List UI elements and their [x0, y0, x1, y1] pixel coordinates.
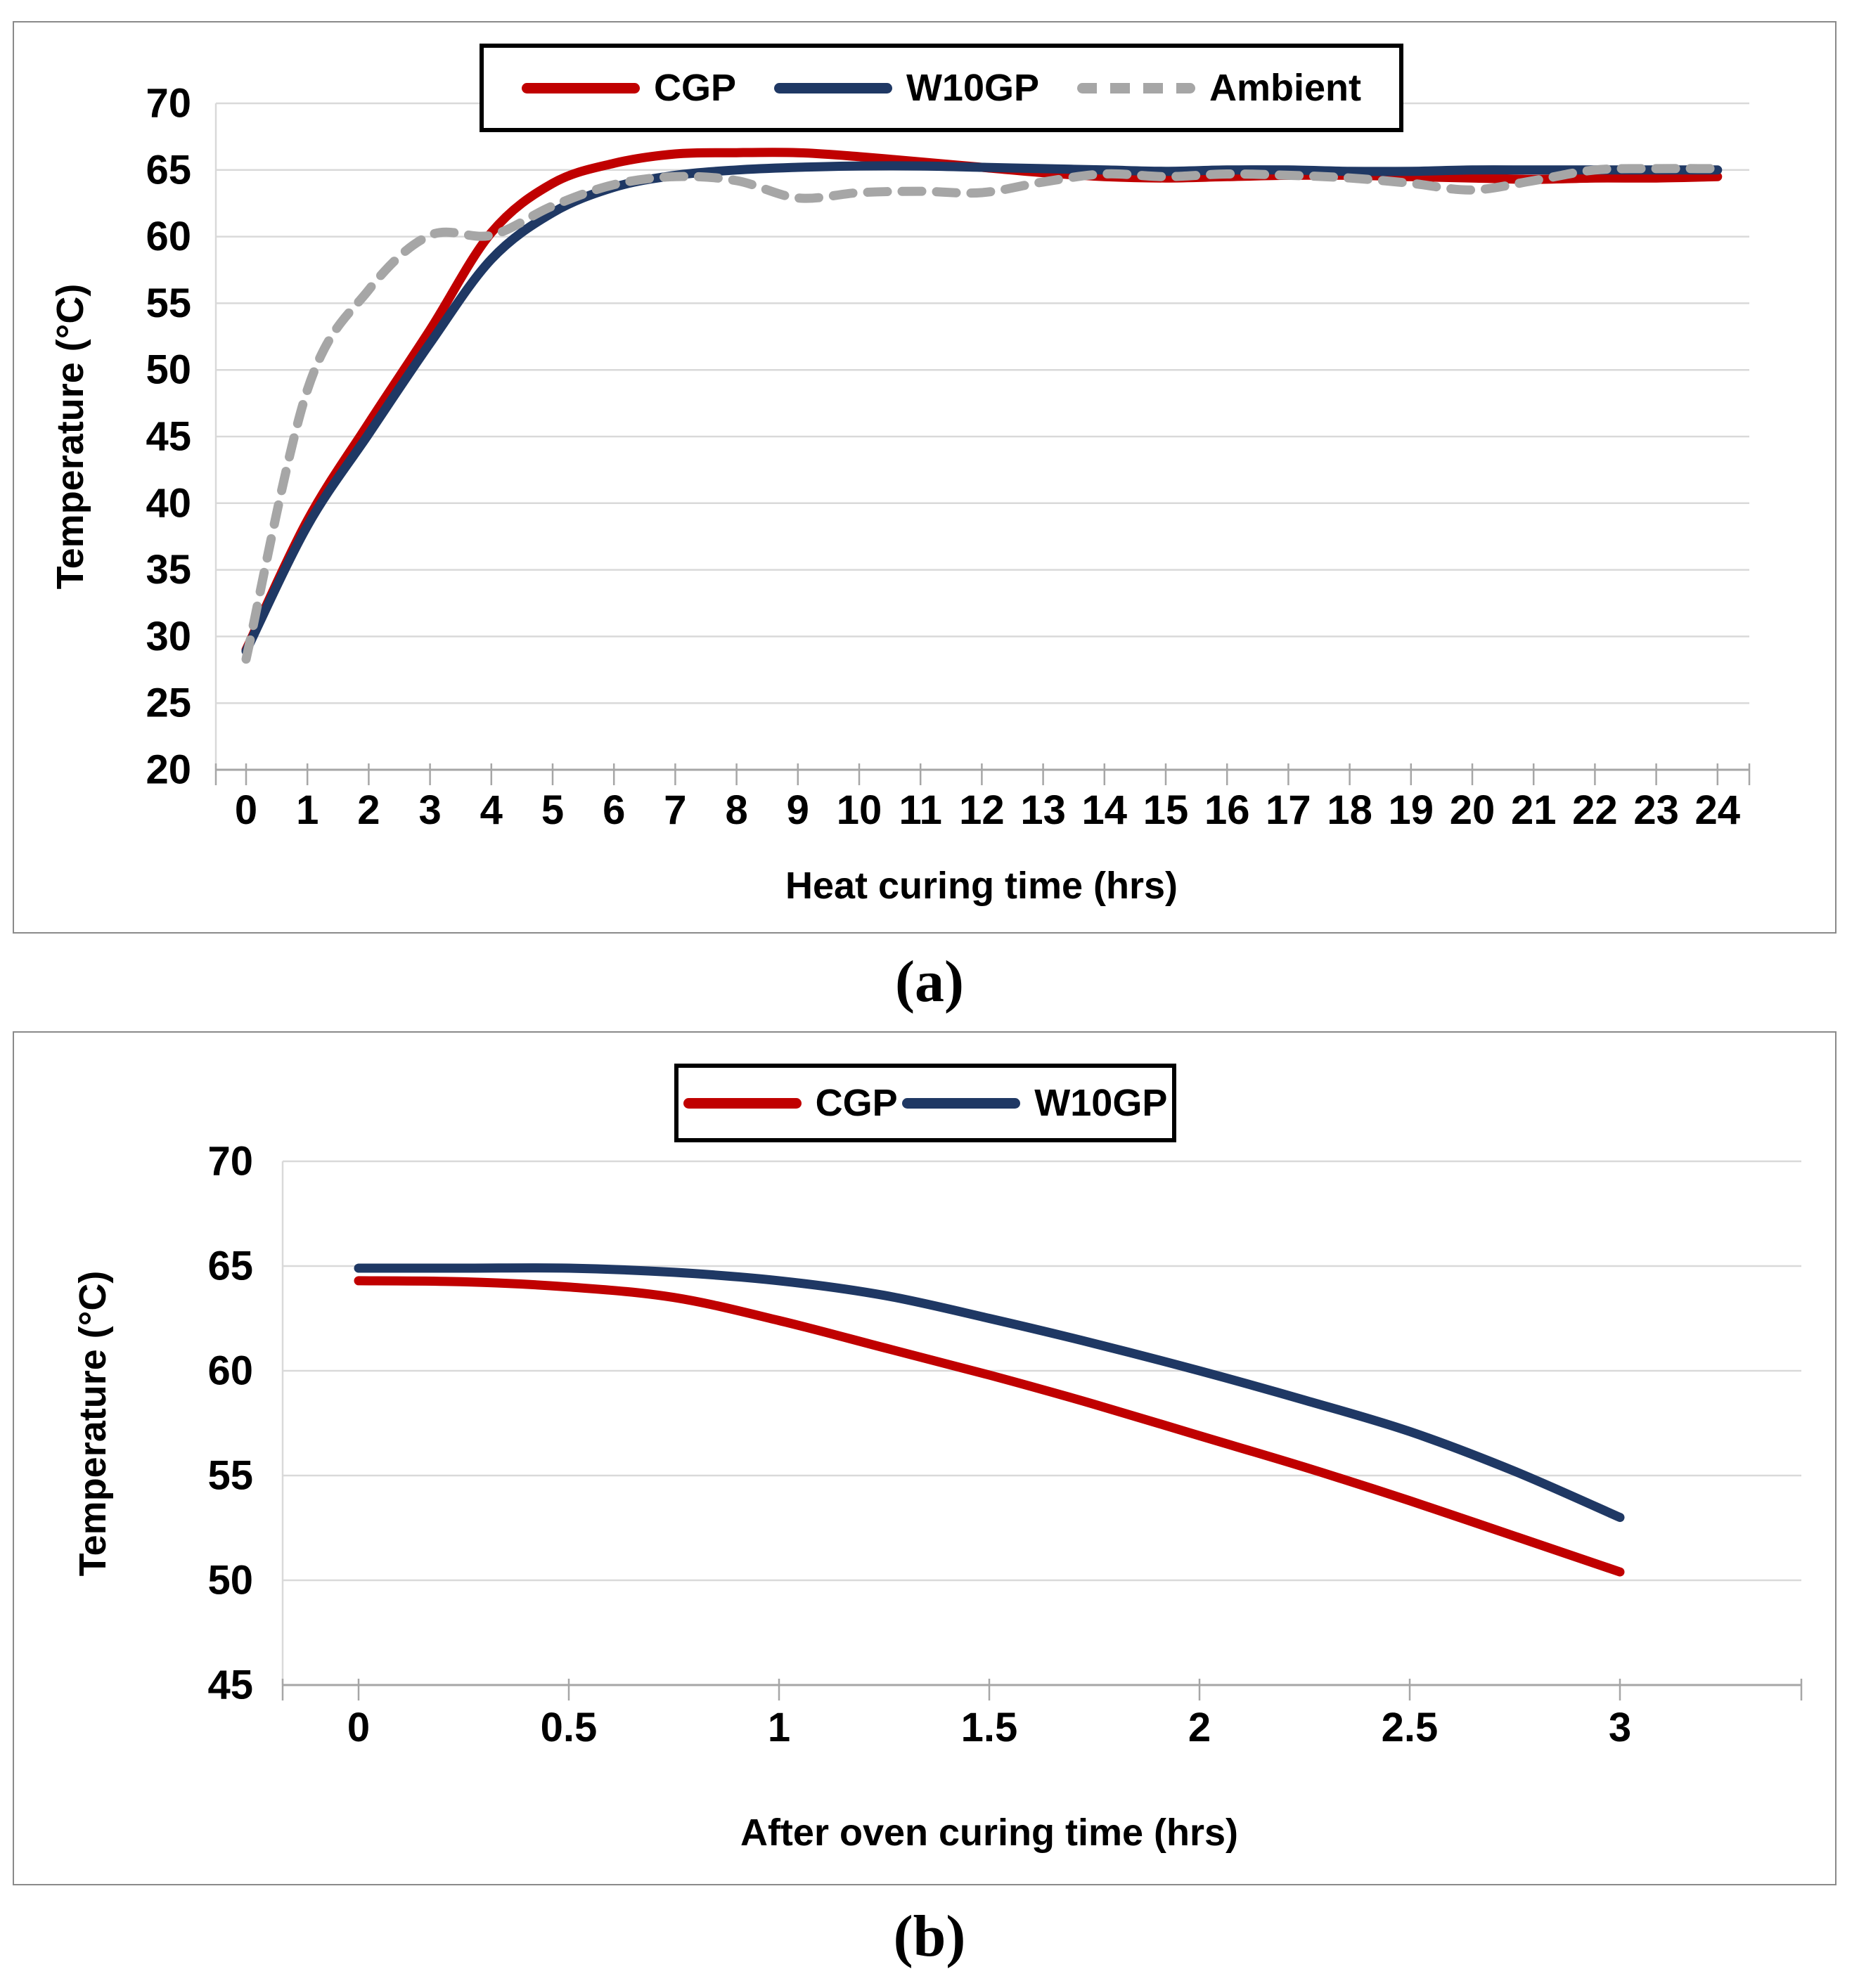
x-tick-label: 22 — [1572, 787, 1618, 833]
x-tick-label: 1 — [296, 787, 319, 833]
x-tick-label: 0 — [347, 1705, 370, 1750]
x-tick-label: 0 — [235, 787, 257, 833]
chart-panel-b: 0 0.5 1 1.5 2 2.5 3 45 50 55 60 65 70 Temperature (°… — [13, 1031, 1837, 1885]
x-tick-label: 10 — [837, 787, 882, 833]
legend-label-w10gp-b: W10GP — [1034, 1082, 1168, 1124]
x-tick-label: 3 — [1609, 1705, 1631, 1750]
x-tick-label: 15 — [1143, 787, 1189, 833]
series-w10gp-line — [354, 1263, 1625, 1523]
y-tick-label: 25 — [146, 680, 191, 726]
y-tick-label: 65 — [146, 147, 191, 193]
x-tick-label: 7 — [664, 787, 686, 833]
y-tick-label: 55 — [207, 1453, 253, 1499]
y-tick-label: 60 — [207, 1348, 253, 1394]
legend-item-w10gp-b: W10GP — [902, 1081, 1167, 1125]
cgp-line-sample-b — [683, 1097, 802, 1109]
legend-a: CGP W10GP Ambient — [480, 44, 1403, 132]
cgp-line-sample — [521, 82, 640, 93]
x-axis-title-b: After oven curing time (hrs) — [740, 1812, 1239, 1854]
x-tick-label: 3 — [418, 787, 441, 833]
y-tick-label: 50 — [146, 347, 191, 393]
y-tick-label: 40 — [146, 480, 191, 526]
legend-b: CGP W10GP — [674, 1064, 1176, 1142]
y-tick-label: 45 — [207, 1663, 253, 1708]
x-tick-label: 14 — [1082, 787, 1128, 833]
x-tick-label: 8 — [725, 787, 747, 833]
x-tick-label: 16 — [1204, 787, 1250, 833]
series-cgp-line — [241, 148, 1723, 654]
legend-label-ambient: Ambient — [1209, 67, 1361, 109]
x-tick-label: 2.5 — [1382, 1705, 1439, 1750]
after-oven-curing-chart: 0 0.5 1 1.5 2 2.5 3 45 50 55 60 65 70 — [207, 1139, 1803, 1750]
y-axis-title-a: Temperature (°C) — [49, 283, 91, 590]
x-tick-label: 1 — [768, 1705, 790, 1750]
x-tick-label: 11 — [899, 787, 942, 833]
x-tick-label: 0.5 — [541, 1705, 598, 1750]
x-tick-label: 4 — [480, 787, 503, 833]
x-tick-label: 23 — [1633, 787, 1679, 833]
y-tick-label: 70 — [207, 1139, 253, 1185]
series-w10gp-line — [241, 161, 1723, 656]
x-tick-label: 24 — [1695, 787, 1741, 833]
y-tick-label: 55 — [146, 280, 191, 326]
legend-label-cgp: CGP — [653, 67, 736, 109]
y-axis-title-b: Temperature (°C) — [72, 1270, 114, 1577]
w10gp-line-sample — [773, 82, 892, 93]
heat-curing-chart: 0 1 2 3 4 5 6 7 8 9 10 11 12 13 14 15 16 17 18 19 20 21 22 23 24… — [146, 81, 1751, 833]
x-tick-label: 17 — [1266, 787, 1311, 833]
legend-item-ambient: Ambient — [1077, 66, 1361, 110]
x-tick-label: 21 — [1511, 787, 1557, 833]
legend-item-cgp-b: CGP — [683, 1081, 898, 1125]
x-tick-label: 6 — [603, 787, 625, 833]
ambient-line-sample — [1077, 82, 1195, 93]
y-tick-label: 65 — [207, 1244, 253, 1289]
x-tick-label: 12 — [959, 787, 1005, 833]
series-cgp-line — [354, 1276, 1625, 1577]
legend-item-w10gp: W10GP — [773, 66, 1040, 110]
y-tick-label: 70 — [146, 81, 191, 127]
y-tick-label: 50 — [207, 1558, 253, 1603]
x-tick-label: 13 — [1020, 787, 1066, 833]
y-tick-label: 45 — [146, 414, 191, 460]
series-ambient-line — [241, 164, 1723, 664]
x-tick-label: 2 — [1188, 1705, 1211, 1750]
y-tick-label: 35 — [146, 547, 191, 593]
caption-a: (a) — [895, 949, 964, 1014]
w10gp-line-sample-b — [902, 1097, 1021, 1109]
x-tick-label: 9 — [787, 787, 809, 833]
y-tick-label: 60 — [146, 214, 191, 259]
legend-label-cgp-b: CGP — [815, 1082, 898, 1124]
x-tick-label: 19 — [1389, 787, 1434, 833]
x-tick-label: 2 — [357, 787, 380, 833]
caption-b: (b) — [893, 1904, 966, 1969]
x-tick-label: 20 — [1450, 787, 1495, 833]
x-tick-label: 18 — [1327, 787, 1372, 833]
legend-label-w10gp: W10GP — [906, 67, 1040, 109]
x-tick-label: 1.5 — [961, 1705, 1018, 1750]
x-axis-title-a: Heat curing time (hrs) — [785, 865, 1178, 907]
y-tick-label: 30 — [146, 614, 191, 659]
chart-panel-a: 0 1 2 3 4 5 6 7 8 9 10 11 12 13 14 15 16 17 18 19 20 21 22 23 24… — [13, 21, 1837, 934]
y-tick-label: 20 — [146, 747, 191, 793]
x-tick-label: 5 — [541, 787, 564, 833]
legend-item-cgp: CGP — [521, 66, 736, 110]
